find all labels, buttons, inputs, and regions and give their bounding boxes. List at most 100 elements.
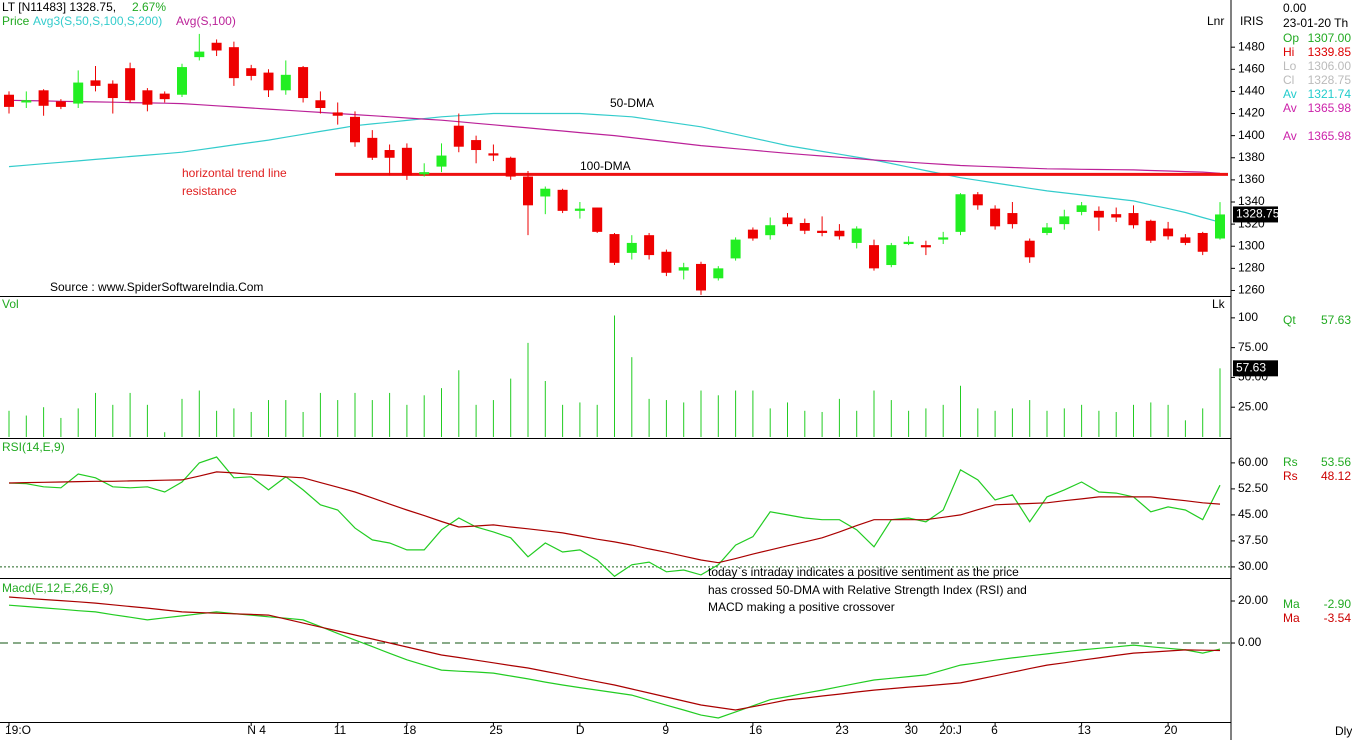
side-label: Av xyxy=(1283,129,1297,143)
volume-bar xyxy=(423,395,425,437)
x-tick-label: 23 xyxy=(835,723,849,737)
candle-body xyxy=(920,245,931,248)
volume-bar xyxy=(683,402,685,437)
side-top: 0.00 xyxy=(1283,1,1307,15)
volume-bar xyxy=(43,407,45,437)
y-tick-label: 1340 xyxy=(1238,194,1265,208)
volume-bar xyxy=(285,400,287,437)
candle-body xyxy=(21,100,32,103)
candle-body xyxy=(488,153,499,156)
volume-bar xyxy=(146,404,148,437)
side-value: 1321.74 xyxy=(1308,87,1352,101)
volume-bar xyxy=(960,385,961,437)
candle-body xyxy=(696,263,706,291)
side-label: Cl xyxy=(1283,73,1294,87)
volume-bar xyxy=(1063,408,1065,437)
candle-body xyxy=(644,235,655,256)
candle-body xyxy=(401,147,412,176)
candle-body xyxy=(263,72,274,91)
volume-bar xyxy=(77,408,79,437)
series-line xyxy=(8,99,1221,174)
value-tag xyxy=(1233,206,1278,223)
x-tick-label: 25 xyxy=(489,723,503,737)
volume-bar xyxy=(406,404,408,437)
candle-body xyxy=(955,194,966,232)
scale-mode: Lnr xyxy=(1207,14,1224,28)
candle-body xyxy=(419,172,430,175)
volume-bar xyxy=(942,404,944,437)
x-tick-label: 19:O xyxy=(5,723,31,737)
x-tick-label: 16 xyxy=(749,723,763,737)
comment: today`s intraday indicates a positive se… xyxy=(708,565,1027,614)
candle-body xyxy=(609,234,620,263)
candle-body xyxy=(350,116,360,143)
y-tick-label: 1440 xyxy=(1238,84,1265,98)
candle-body xyxy=(73,82,84,104)
volume-bar xyxy=(250,411,252,437)
volume-bar xyxy=(268,400,269,437)
side-value: 57.63 xyxy=(1321,313,1351,327)
candle-body xyxy=(1145,220,1156,241)
source: Source : www.SpiderSoftwareIndia.Com xyxy=(50,280,263,294)
candle-body xyxy=(367,137,378,158)
y-tick-label: 1360 xyxy=(1238,172,1265,186)
volume-bar xyxy=(95,392,96,437)
volume-bar xyxy=(648,398,650,437)
candle-body xyxy=(851,228,862,243)
x-tick-label: 20:J xyxy=(939,723,962,737)
y-tick-label: 1400 xyxy=(1238,128,1265,142)
volume-bar xyxy=(371,400,373,437)
x-tick-label: 13 xyxy=(1078,723,1092,737)
volume-bar xyxy=(873,390,875,437)
y-tick-label: 25.00 xyxy=(1238,399,1268,413)
volume-bar xyxy=(752,390,754,437)
volume-bar xyxy=(129,392,131,437)
volume-bar xyxy=(838,398,840,437)
volume-bar xyxy=(198,390,200,437)
volume-bar xyxy=(994,410,996,437)
volume-bar xyxy=(769,408,771,437)
volume-bar xyxy=(112,404,114,437)
side-value: 1365.98 xyxy=(1308,129,1352,143)
volume-bar xyxy=(804,410,806,437)
candle-body xyxy=(540,188,551,197)
volume-bar xyxy=(458,370,460,437)
volume-bar xyxy=(302,411,304,437)
candle-body xyxy=(1059,216,1070,225)
candle-body xyxy=(471,140,482,151)
y-tick-label: 1380 xyxy=(1238,150,1265,164)
volume-bar xyxy=(527,342,529,437)
volume-bar xyxy=(856,410,858,437)
side-value: -2.90 xyxy=(1324,597,1352,611)
annotation: resistance xyxy=(182,184,237,198)
candle-body xyxy=(1111,214,1122,218)
y-tick-label: 1280 xyxy=(1238,261,1265,275)
header-title: LT [N11483] 1328.75, xyxy=(2,0,116,14)
candle-body xyxy=(817,230,828,233)
candle-body xyxy=(315,100,326,108)
volume-bar xyxy=(1167,404,1169,437)
y-tick-label: 1460 xyxy=(1238,61,1265,75)
volume-bar xyxy=(389,392,391,437)
volume-bar xyxy=(25,415,27,437)
candle-body xyxy=(246,68,257,76)
volume-bar xyxy=(735,390,737,437)
candle-body xyxy=(782,217,793,225)
volume-bar xyxy=(925,408,927,437)
comment-line: MACD making a positive crossover xyxy=(708,600,895,614)
series-line xyxy=(8,112,1221,223)
candle-body xyxy=(1128,213,1139,226)
volume-bar xyxy=(1219,368,1221,437)
volume-bar xyxy=(8,410,10,437)
annotation: 100-DMA xyxy=(580,159,631,173)
annotation: 50-DMA xyxy=(610,96,654,110)
side-value: 1307.00 xyxy=(1308,31,1352,45)
candle-body xyxy=(747,229,758,239)
y-tick-label: 60.00 xyxy=(1238,455,1268,469)
volume-bar xyxy=(354,392,356,437)
candle-body xyxy=(938,237,949,240)
candle-body xyxy=(903,241,914,245)
y-tick-label: 52.50 xyxy=(1238,481,1268,495)
side-label: Lo xyxy=(1283,59,1297,73)
candle-body xyxy=(298,67,309,99)
